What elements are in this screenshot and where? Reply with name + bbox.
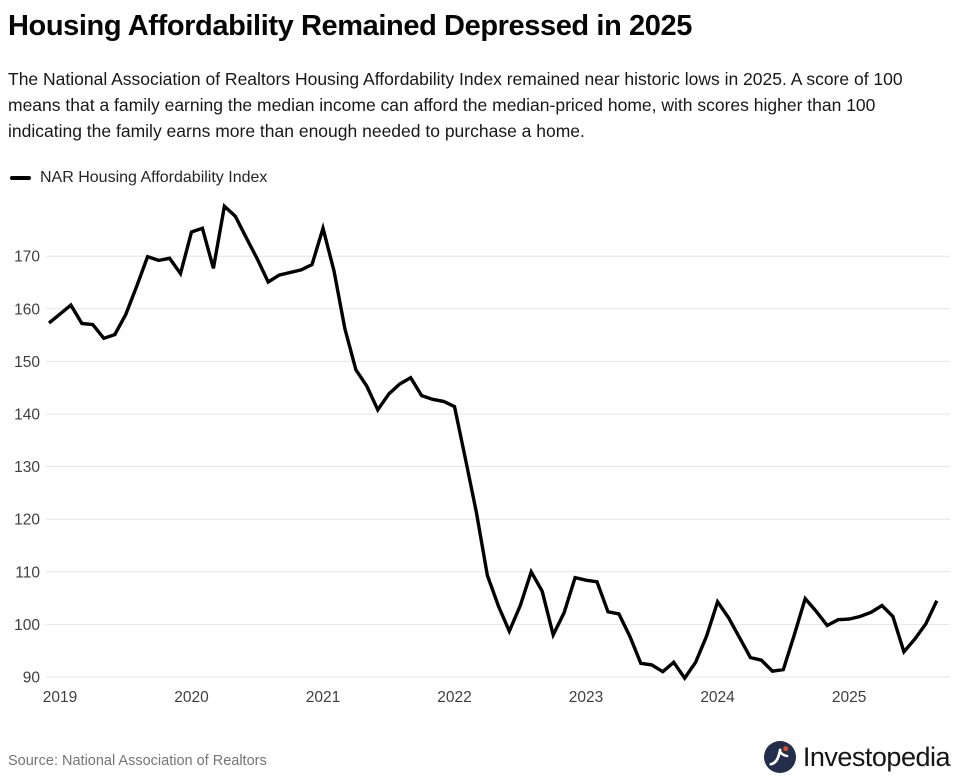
chart-description: The National Association of Realtors Hou…: [8, 69, 903, 141]
svg-text:2024: 2024: [700, 689, 735, 706]
svg-text:120: 120: [14, 512, 40, 529]
legend-line-swatch: [10, 176, 31, 180]
affordability-line-chart: 90 100 110 120 130 140 150 160 170 2019 2020 2021 20…: [14, 202, 950, 706]
svg-text:2022: 2022: [437, 689, 471, 706]
svg-text:2020: 2020: [174, 689, 209, 706]
svg-text:140: 140: [14, 407, 40, 424]
investopedia-wordmark: Investopedia: [802, 741, 951, 772]
svg-text:2025: 2025: [832, 689, 866, 706]
svg-text:130: 130: [14, 459, 40, 476]
investopedia-logo: Investopedia: [763, 738, 951, 776]
svg-text:2019: 2019: [43, 689, 77, 706]
legend: NAR Housing Affordability Index: [10, 168, 267, 188]
svg-text:170: 170: [14, 249, 40, 266]
svg-text:2021: 2021: [306, 689, 340, 706]
source-note: Source: National Association of Realtors: [8, 753, 267, 769]
svg-text:110: 110: [15, 564, 40, 581]
svg-text:90: 90: [23, 670, 41, 687]
svg-text:2023: 2023: [569, 689, 603, 706]
svg-text:150: 150: [14, 354, 40, 371]
legend-label: NAR Housing Affordability Index: [40, 169, 268, 186]
investopedia-logo-icon: [763, 741, 796, 773]
svg-text:160: 160: [14, 301, 40, 318]
svg-text:100: 100: [14, 617, 40, 634]
chart-title: Housing Affordability Remained Depressed…: [8, 10, 692, 42]
